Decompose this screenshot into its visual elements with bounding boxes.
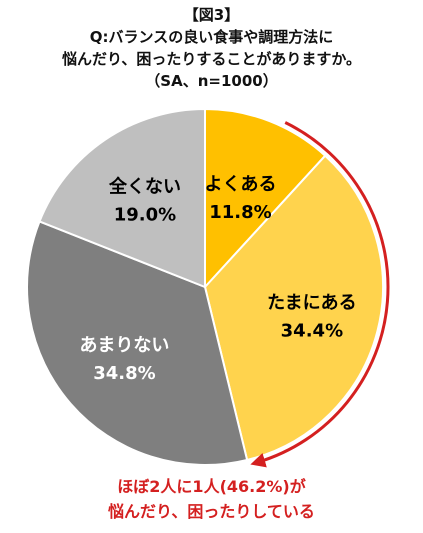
slice-label-3: あまりない xyxy=(79,335,169,356)
pie-slice-labels: よくある 11.8% たまにある 34.4% あまりない 34.8% 全くない 19.0% xyxy=(79,174,356,384)
figure-label: 【図3】 xyxy=(183,6,240,24)
slice-value-2: 34.4% xyxy=(281,320,343,341)
pie-slice-1 xyxy=(204,107,327,290)
chart-title: 【図3】 Q:バランスの良い食事や調理方法に 悩んだり、困ったりすることがありま… xyxy=(0,4,423,92)
annotation-line-1: ほぼ2人に1人(46.2%)が xyxy=(117,477,306,496)
slice-value-3: 34.8% xyxy=(93,363,155,384)
sample-note: （SA、n=1000） xyxy=(145,72,278,90)
slice-label-2: たまにある xyxy=(267,292,356,313)
pie-slice-4 xyxy=(38,107,206,289)
annotation-callout: ほぼ2人に1人(46.2%)が 悩んだり、困ったりしている xyxy=(0,474,423,524)
question-line-2: 悩んだり、困ったりすることがありますか。 xyxy=(61,50,362,68)
slice-value-1: 11.8% xyxy=(209,202,271,223)
pie-slices xyxy=(26,107,384,466)
annotation-arrow-arc xyxy=(250,121,390,468)
question-line-1: Q:バランスの良い食事や調理方法に xyxy=(89,28,334,46)
annotation-line-2: 悩んだり、困ったりしている xyxy=(108,502,315,521)
pie-slice-2 xyxy=(203,154,384,462)
slice-label-4: 全くない xyxy=(108,176,181,198)
slice-label-1: よくある xyxy=(204,174,276,195)
slice-value-4: 19.0% xyxy=(114,205,176,226)
